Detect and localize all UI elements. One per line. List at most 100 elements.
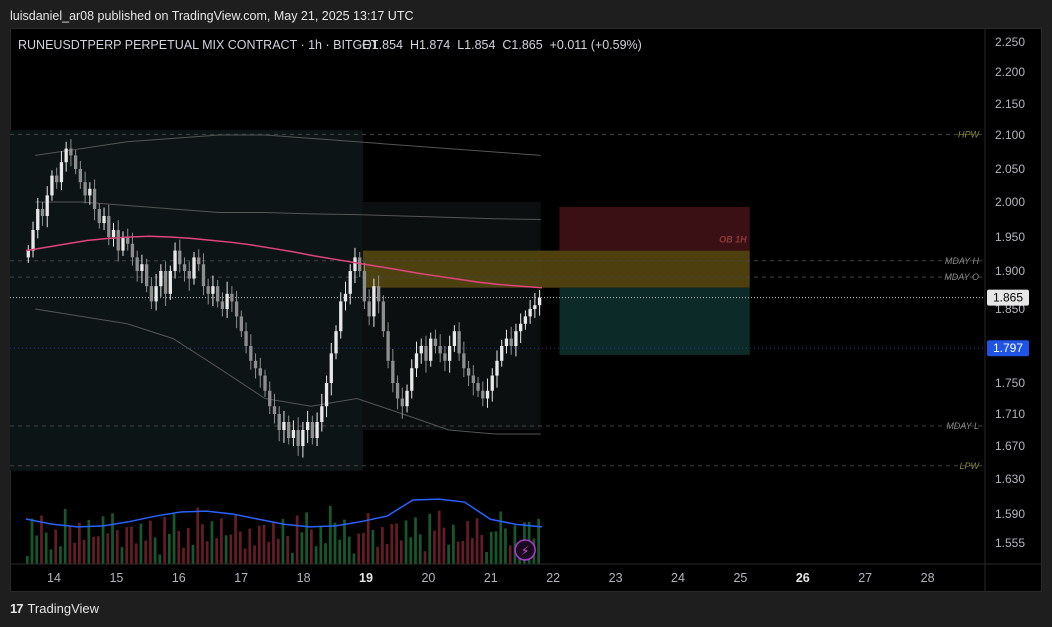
volume-bar bbox=[328, 505, 332, 564]
candle-body bbox=[83, 182, 87, 196]
candle-body bbox=[490, 375, 494, 391]
tradingview-logo-icon: 17 bbox=[10, 601, 24, 616]
volume-bar bbox=[40, 515, 43, 564]
volume-bar bbox=[25, 556, 29, 564]
volume-bar bbox=[111, 513, 114, 564]
current-price-badge-text: 1.865 bbox=[993, 291, 1023, 305]
volume-bar bbox=[362, 533, 365, 564]
candle-body bbox=[466, 368, 471, 376]
candle-body bbox=[55, 175, 59, 183]
volume-bar bbox=[295, 515, 299, 564]
x-tick-label: 15 bbox=[109, 571, 123, 585]
volume-bar bbox=[504, 528, 507, 564]
candle-body bbox=[45, 195, 49, 216]
candle-body bbox=[201, 264, 206, 287]
price-chart[interactable]: OB 1H HPW MDAY H MDAY O MDAY L LPW ⚡ 2.250 2.20… bbox=[10, 28, 1042, 592]
candle-body bbox=[305, 422, 310, 430]
candle-body bbox=[92, 188, 97, 209]
candle-body bbox=[433, 338, 438, 346]
volume-bar bbox=[433, 530, 436, 564]
volume-bar bbox=[276, 538, 280, 564]
volume-bar bbox=[120, 547, 124, 564]
volume-bar bbox=[447, 544, 451, 564]
volume-bar bbox=[314, 546, 318, 564]
volume-bar bbox=[215, 538, 219, 564]
volume-bar bbox=[385, 543, 389, 564]
footer-brand: TradingView bbox=[27, 601, 100, 616]
volume-bar bbox=[466, 521, 469, 564]
volume-bar bbox=[101, 516, 105, 564]
candle-body bbox=[59, 162, 64, 183]
candle-body bbox=[178, 250, 182, 265]
alert-lightning-icon[interactable]: ⚡ bbox=[514, 539, 536, 561]
y-tick-label: 2.000 bbox=[995, 195, 1025, 209]
volume-bar bbox=[87, 519, 91, 564]
candle-body bbox=[282, 422, 286, 430]
volume-bar bbox=[366, 513, 370, 564]
volume-bar bbox=[125, 527, 129, 564]
target-price-badge-text: 1.797 bbox=[993, 341, 1023, 355]
candle-body bbox=[102, 216, 106, 223]
band-middle bbox=[35, 201, 541, 220]
x-tick-label: 20 bbox=[421, 571, 435, 585]
x-tick-label: 18 bbox=[297, 571, 311, 585]
candle-body bbox=[173, 250, 177, 271]
y-tick-label: 1.555 bbox=[995, 536, 1025, 550]
volume-bar bbox=[286, 535, 290, 564]
volume-bar bbox=[380, 527, 384, 564]
volume-bar bbox=[257, 525, 261, 564]
volume-bar bbox=[149, 520, 152, 564]
volume-bar bbox=[399, 540, 403, 564]
candle-body bbox=[514, 331, 518, 346]
level-label: MDAY H bbox=[945, 256, 980, 266]
volume-average-line bbox=[25, 498, 543, 528]
candle-body bbox=[495, 360, 499, 376]
volume-bar bbox=[262, 525, 266, 564]
x-tick-label: 22 bbox=[546, 571, 560, 585]
candle-body bbox=[523, 316, 528, 324]
candle-body bbox=[334, 331, 338, 354]
level-label: HPW bbox=[958, 129, 981, 139]
candle-body bbox=[376, 286, 381, 302]
candle-body bbox=[462, 353, 466, 369]
candle-body bbox=[234, 301, 239, 317]
candle-body bbox=[395, 383, 400, 399]
candle-body bbox=[140, 264, 144, 271]
candle-body bbox=[149, 286, 154, 302]
candle-body bbox=[263, 375, 267, 391]
volume-bar bbox=[272, 522, 275, 564]
candle-body bbox=[159, 271, 163, 287]
ohlc-readout: O1.854 H1.874 L1.854 C1.865 +0.011 (+0.5… bbox=[362, 38, 642, 52]
volume-bar bbox=[475, 518, 479, 564]
volume-bar bbox=[343, 519, 346, 564]
candle-body bbox=[320, 406, 324, 422]
candle-body bbox=[438, 346, 442, 354]
volume-bar bbox=[319, 526, 323, 564]
candle-body bbox=[519, 323, 523, 332]
y-tick-label: 2.250 bbox=[995, 35, 1025, 49]
volume-bar bbox=[461, 541, 465, 564]
volume-bar bbox=[243, 548, 247, 564]
candle-body bbox=[187, 271, 191, 279]
volume-bar bbox=[82, 539, 86, 564]
candle-body bbox=[69, 148, 73, 156]
candle-body bbox=[500, 346, 504, 361]
volume-bar bbox=[106, 533, 110, 564]
candle-body bbox=[348, 271, 352, 294]
volume-bar bbox=[196, 507, 200, 564]
candle-body bbox=[391, 360, 395, 383]
volume-bar bbox=[267, 541, 271, 564]
volume-bar bbox=[153, 537, 157, 564]
target-price-badge: 1.797 bbox=[987, 340, 1029, 357]
candle-body bbox=[135, 257, 139, 271]
stop-zone bbox=[559, 206, 750, 251]
volume-bar bbox=[371, 530, 375, 564]
x-tick-label: 27 bbox=[858, 571, 872, 585]
candle-body bbox=[339, 301, 343, 332]
level-label: MDAY L bbox=[946, 421, 979, 431]
target-zone bbox=[559, 287, 750, 355]
candle-body bbox=[121, 237, 125, 251]
volume-bar bbox=[96, 536, 100, 564]
candle-body bbox=[429, 338, 433, 361]
volume-bar bbox=[234, 514, 237, 564]
